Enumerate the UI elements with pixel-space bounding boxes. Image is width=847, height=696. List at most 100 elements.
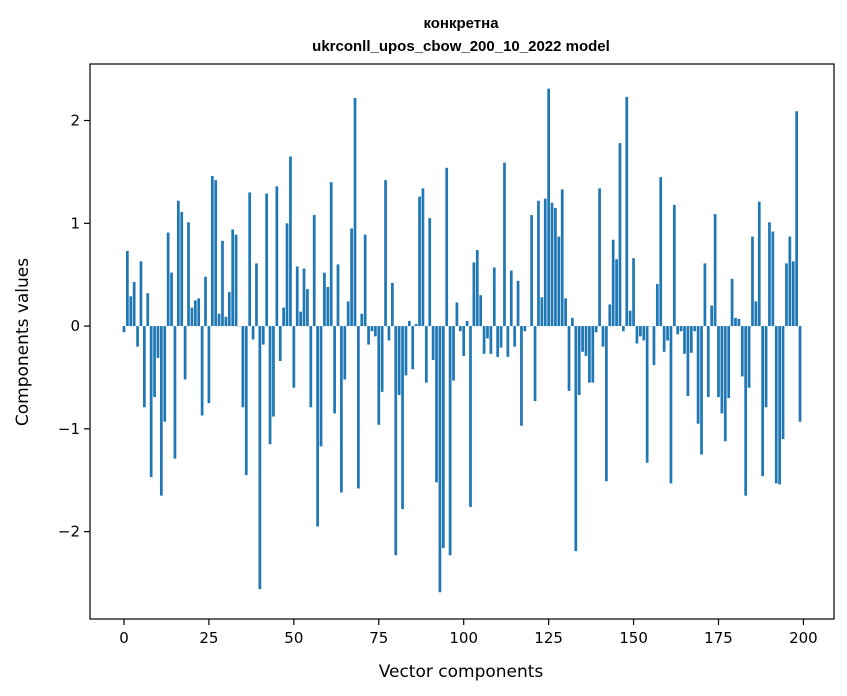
- bar-123: [540, 297, 544, 327]
- bar-75: [377, 326, 381, 425]
- bar-21: [193, 300, 197, 327]
- bar-132: [571, 317, 574, 327]
- bar-2: [129, 296, 133, 327]
- bar-3: [132, 281, 136, 327]
- bar-158: [659, 177, 663, 327]
- bar-181: [737, 318, 741, 327]
- x-tick-label: 0: [119, 629, 129, 647]
- bar-1: [126, 251, 129, 327]
- bar-147: [622, 326, 625, 332]
- bar-6: [143, 326, 146, 408]
- bar-188: [761, 326, 765, 477]
- bar-137: [588, 326, 591, 383]
- bar-30: [224, 316, 228, 327]
- bar-107: [486, 326, 489, 339]
- bar-99: [458, 326, 462, 332]
- bar-84: [407, 320, 411, 327]
- bar-98: [455, 302, 459, 327]
- bar-31: [227, 292, 231, 327]
- bar-44: [272, 326, 275, 417]
- bar-37: [248, 192, 252, 327]
- bar-68: [353, 97, 357, 327]
- bar-82: [401, 326, 404, 510]
- bar-154: [645, 326, 649, 463]
- bar-153: [642, 326, 646, 341]
- bar-24: [204, 276, 207, 327]
- bar-89: [424, 326, 428, 383]
- bar-46: [278, 326, 282, 362]
- bar-36: [244, 326, 248, 476]
- bar-150: [632, 258, 635, 327]
- x-tick-label: 75: [369, 629, 388, 647]
- bar-25: [207, 326, 211, 404]
- bar-104: [475, 250, 479, 327]
- bar-138: [591, 326, 595, 383]
- bar-14: [170, 272, 173, 327]
- bar-139: [594, 326, 598, 333]
- bar-80: [394, 326, 398, 556]
- bar-52: [299, 311, 302, 327]
- bar-172: [706, 326, 710, 397]
- bar-178: [727, 326, 731, 399]
- bar-103: [472, 262, 476, 327]
- x-tick-label: 150: [619, 629, 648, 647]
- bar-19: [187, 222, 190, 327]
- bar-77: [384, 180, 387, 327]
- bar-11: [159, 326, 163, 496]
- bar-94: [441, 326, 445, 549]
- bar-series: [122, 88, 802, 593]
- bar-86: [414, 324, 418, 327]
- bar-91: [431, 326, 435, 360]
- bar-191: [771, 231, 775, 327]
- bar-161: [669, 326, 673, 484]
- bar-20: [190, 307, 194, 327]
- bar-23: [200, 326, 204, 416]
- bar-110: [496, 326, 500, 357]
- bar-182: [740, 326, 744, 377]
- bar-163: [676, 326, 680, 335]
- x-tick-label: 100: [449, 629, 478, 647]
- bar-81: [397, 326, 401, 395]
- bar-171: [703, 263, 707, 327]
- bar-133: [574, 326, 578, 552]
- bar-120: [530, 215, 533, 327]
- bar-73: [370, 326, 374, 332]
- bar-141: [601, 326, 605, 347]
- bar-88: [421, 188, 425, 327]
- bar-17: [180, 212, 184, 327]
- bar-157: [655, 283, 659, 327]
- bar-116: [516, 280, 520, 327]
- bar-151: [635, 326, 639, 344]
- bar-83: [404, 326, 408, 376]
- bar-109: [492, 267, 496, 327]
- bar-168: [693, 326, 697, 332]
- bar-71: [363, 234, 367, 327]
- bar-131: [567, 326, 571, 391]
- bar-56: [312, 215, 316, 327]
- y-axis-ticks: −2 −1 0 1 2: [58, 112, 90, 541]
- plot-frame: [89, 63, 835, 620]
- y-tick-label: 1: [70, 214, 80, 232]
- bar-100: [462, 326, 466, 356]
- bar-60: [326, 287, 330, 327]
- bar-189: [764, 326, 768, 408]
- bar-0: [122, 326, 126, 333]
- bar-179: [730, 278, 734, 327]
- bar-45: [275, 186, 279, 327]
- bar-173: [710, 305, 714, 327]
- bar-76: [380, 326, 384, 392]
- bar-54: [306, 289, 309, 327]
- chart-title-line-2: ukrconll_upos_cbow_200_10_2022 model: [312, 38, 610, 55]
- bar-67: [350, 228, 353, 327]
- bar-79: [391, 282, 394, 327]
- chart-title-line-1: конкретна: [423, 15, 499, 32]
- bar-38: [251, 326, 255, 340]
- bar-196: [788, 236, 792, 327]
- bar-15: [173, 326, 177, 459]
- bar-57: [316, 326, 319, 527]
- x-axis-label: Vector components: [379, 662, 544, 682]
- bar-128: [557, 236, 561, 327]
- bar-64: [340, 326, 343, 493]
- bar-105: [479, 295, 483, 327]
